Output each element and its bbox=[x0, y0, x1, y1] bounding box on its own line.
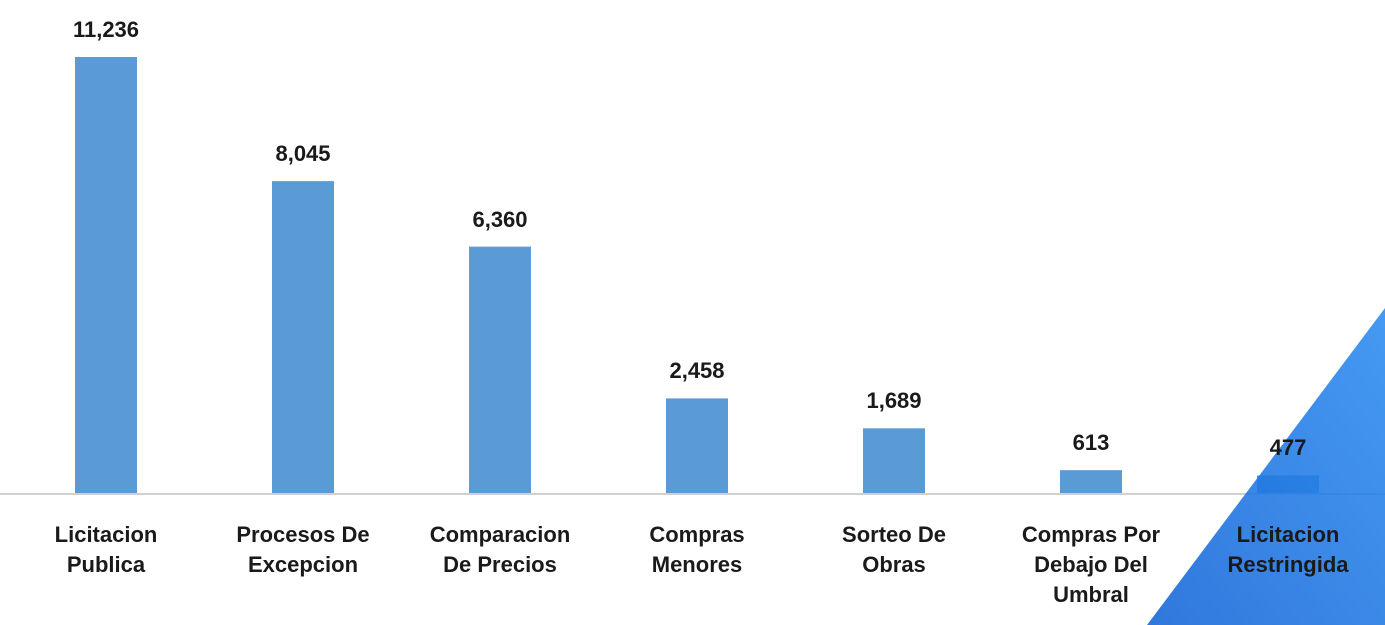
x-tick-label: Comparacion De Precios bbox=[429, 522, 571, 577]
data-label: 8,045 bbox=[275, 141, 331, 167]
x-tick-label: Compras Menores bbox=[649, 522, 745, 577]
data-label: 11,236 bbox=[72, 17, 140, 42]
bar bbox=[1060, 470, 1122, 494]
data-label: 1,689 bbox=[866, 388, 922, 414]
x-tick-label: Procesos De Excepcion bbox=[236, 522, 370, 577]
data-label: 613 bbox=[1072, 430, 1110, 456]
x-tick-label: Compras Por Debajo Del Umbral bbox=[1021, 522, 1161, 607]
bar bbox=[75, 57, 137, 494]
bar bbox=[863, 428, 925, 494]
x-tick-label: Sorteo De Obras bbox=[842, 522, 946, 577]
decoration bbox=[1147, 308, 1385, 625]
x-tick-label: Licitacion Publica bbox=[54, 522, 158, 577]
data-label: 2,458 bbox=[669, 358, 725, 384]
bar bbox=[666, 398, 728, 494]
x-tick-label: Licitacion Restringida bbox=[1227, 522, 1349, 577]
bar bbox=[469, 246, 531, 494]
data-label: 477 bbox=[1269, 435, 1307, 461]
bar bbox=[272, 181, 334, 495]
data-label: 6,360 bbox=[472, 206, 528, 232]
